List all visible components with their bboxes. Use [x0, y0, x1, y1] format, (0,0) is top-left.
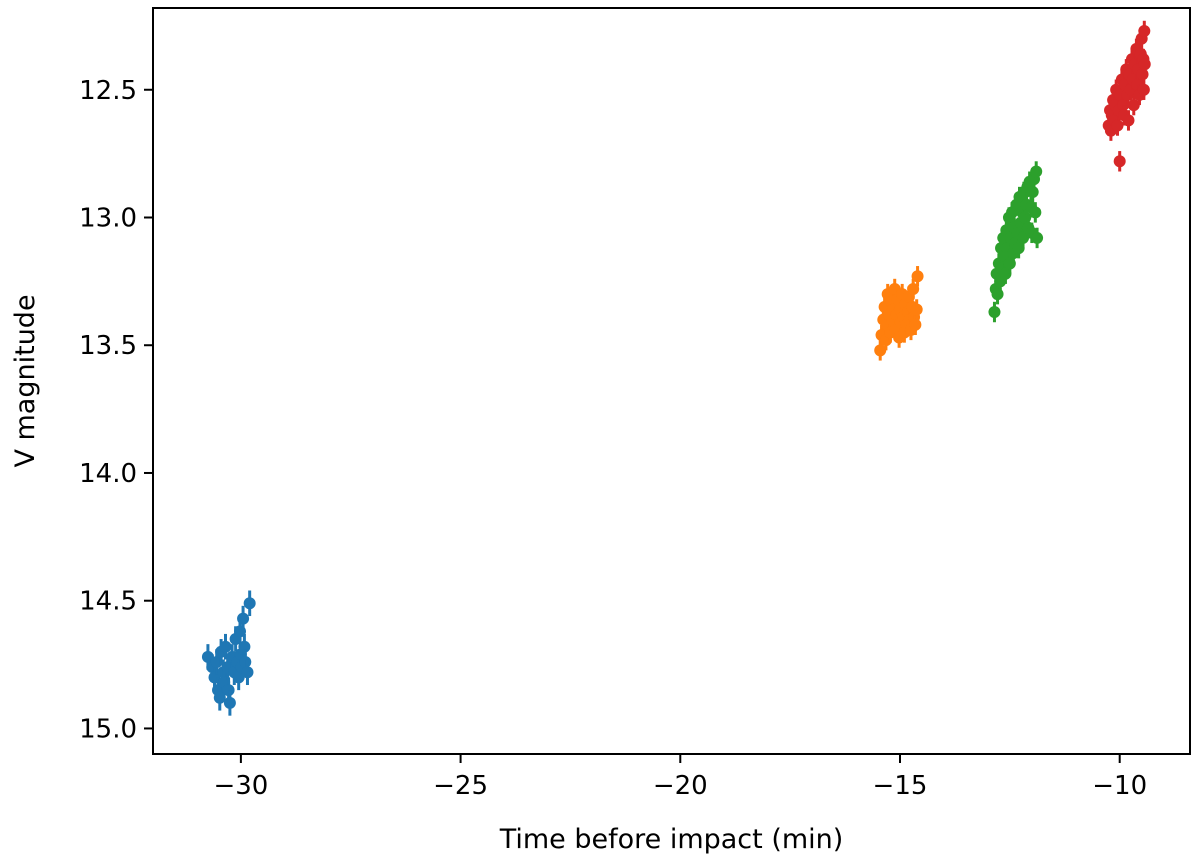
data-point [1111, 119, 1124, 132]
plot-area [153, 8, 1190, 754]
data-point [239, 656, 252, 669]
y-axis: 12.5 13.0 13.5 14.0 14.5 15.0 [79, 76, 153, 744]
data-point [219, 640, 232, 653]
data-point [1122, 114, 1135, 127]
series-1 [201, 590, 256, 716]
y-tick-label: 12.5 [79, 76, 137, 106]
data-point [988, 306, 1001, 319]
data-point [1031, 231, 1044, 244]
series-3 [988, 161, 1044, 323]
data-point [909, 318, 922, 331]
y-tick-label: 13.5 [79, 331, 137, 361]
data-point [1029, 206, 1042, 219]
data-points [201, 20, 1151, 716]
plot-frame [152, 7, 1191, 755]
data-point [874, 344, 887, 357]
data-point [243, 597, 256, 610]
data-point [1137, 83, 1150, 96]
data-point [241, 666, 254, 679]
data-point [237, 612, 250, 625]
x-tick-label: −10 [1092, 771, 1147, 801]
y-tick-label: 15.0 [79, 714, 137, 744]
x-tick-label: −15 [873, 771, 928, 801]
y-tick-label: 13.0 [79, 203, 137, 233]
data-point [223, 696, 236, 709]
y-axis-label: V magnitude [10, 294, 41, 467]
data-point [1127, 99, 1140, 112]
series-2 [874, 266, 924, 361]
data-point [1136, 68, 1149, 81]
y-tick-label: 14.5 [79, 587, 137, 617]
data-point [1030, 165, 1043, 178]
data-point [1026, 185, 1039, 198]
x-tick-label: −20 [653, 771, 708, 801]
x-tick-label: −30 [213, 771, 268, 801]
data-point [1113, 155, 1126, 168]
data-point [910, 303, 923, 316]
x-axis-label: Time before impact (min) [499, 824, 844, 855]
data-point [1138, 24, 1151, 37]
x-tick-label: −25 [433, 771, 488, 801]
data-point [238, 640, 251, 653]
data-point [1017, 231, 1030, 244]
data-point [911, 270, 924, 283]
y-tick-label: 14.0 [79, 459, 137, 489]
data-point [991, 288, 1004, 301]
series-4 [1102, 20, 1151, 172]
x-axis: −30 −25 −20 −15 −10 [213, 754, 1147, 801]
data-point [1138, 58, 1151, 71]
